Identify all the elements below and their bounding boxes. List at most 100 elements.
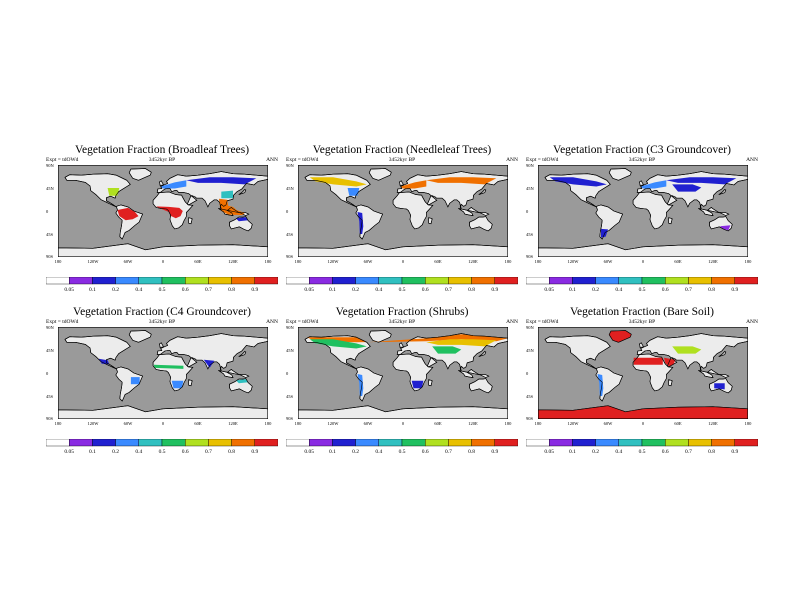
colorbar-swatch [448, 439, 472, 447]
vegetation-europe [640, 180, 667, 189]
coastline-greenland [608, 330, 632, 343]
colorbar-swatch [664, 439, 689, 447]
expt-label: Expt = tdOWd [286, 319, 319, 325]
coastline-britain [159, 342, 165, 348]
vegetation-canada [309, 339, 367, 349]
colorbar-swatch [734, 439, 758, 447]
colorbar-swatch [254, 439, 278, 447]
panel-title: Vegetation Fraction (Bare Soil) [569, 306, 715, 318]
colorbar-tick-label: 0.5 [399, 449, 406, 455]
vegetation-saustralia [720, 225, 731, 231]
colorbar-tick-label: 0.9 [251, 449, 258, 455]
world-map [58, 165, 268, 257]
time-label: 3452kyr BP [388, 319, 416, 325]
colorbar-swatch [595, 439, 619, 447]
x-tick-label: 180 [264, 259, 272, 264]
coastline-south-america [595, 366, 624, 402]
vegetation-greenland [609, 330, 632, 343]
vegetation-eastus [347, 188, 360, 196]
colorbar-tick-label: 0.5 [639, 287, 646, 293]
colorbar-tick-label: 0.1 [89, 449, 96, 455]
colorbar-swatch [92, 277, 116, 285]
x-tick-label: 60W [603, 421, 613, 426]
vegetation-amazon [117, 207, 139, 221]
colorbar: 0.05 0.1 0.2 0.4 0.5 0.6 0.7 0.8 0.9 [526, 439, 758, 455]
colorbar-tick-label: 0.8 [228, 287, 235, 293]
x-tick-label: 180 [54, 421, 62, 426]
x-tick-label: 120W [567, 421, 579, 426]
world-map [538, 165, 748, 257]
x-tick-label: 120W [87, 259, 99, 264]
colorbar-tick-label: 0.05 [304, 449, 314, 455]
vegetation-siberia [426, 177, 497, 185]
colorbar-tick-label: 0.5 [159, 449, 166, 455]
colorbar-tick-label: 0.4 [615, 287, 622, 293]
vegetation-sahel [153, 364, 184, 369]
y-tick-label: 90S [286, 416, 294, 421]
colorbar-swatch [494, 277, 518, 285]
colorbar-tick-label: 0.4 [615, 449, 622, 455]
x-tick-label: 120W [87, 421, 99, 426]
x-tick-label: 60W [123, 421, 133, 426]
time-label: 3452kyr BP [148, 157, 176, 163]
x-tick-label: 60E [194, 421, 202, 426]
colorbar-swatch [309, 277, 333, 285]
x-tick-label: 120E [468, 259, 478, 264]
x-tick-label: 180 [504, 259, 512, 264]
colorbar-swatch [309, 439, 333, 447]
colorbar-swatch [595, 277, 619, 285]
vegetation-siberia [426, 339, 497, 347]
x-tick-label: 180 [54, 259, 62, 264]
colorbar-tick-label: 0.9 [731, 449, 738, 455]
colorbar-swatch [526, 277, 550, 285]
x-tick-label: 120W [327, 421, 339, 426]
x-tick-label: 60E [434, 421, 442, 426]
x-tick-label: 60W [123, 259, 133, 264]
x-tick-label: 180 [534, 421, 542, 426]
panel-title: Vegetation Fraction (C4 Groundcover) [73, 306, 251, 318]
coastline-africa [632, 191, 674, 230]
coastline-australia [229, 216, 253, 232]
map-panel-c3: Vegetation Fraction (C3 Groundcover) Exp… [526, 143, 758, 323]
colorbar-swatch [46, 277, 70, 285]
y-tick-label: 0 [526, 209, 529, 214]
colorbar-tick-label: 0.9 [251, 287, 258, 293]
vegetation-centralasia [672, 184, 702, 192]
coastline-antarctica [58, 405, 268, 419]
coastline-north-america [64, 335, 131, 370]
coastline-japan [718, 351, 727, 357]
x-tick-label: 180 [744, 421, 752, 426]
map-frame [538, 165, 748, 257]
colorbar-tick-label: 0.6 [662, 449, 669, 455]
colorbar-swatch [526, 439, 550, 447]
coastline-australia [709, 216, 733, 232]
x-tick-label: 120E [708, 421, 718, 426]
colorbar-swatch [332, 277, 356, 285]
colorbar-swatch [378, 439, 403, 447]
colorbar-tick-label: 0.4 [135, 287, 142, 293]
expt-label: Expt = tdOWd [286, 157, 319, 163]
vegetation-canada [309, 177, 367, 187]
coastline-africa [392, 191, 434, 230]
colorbar-swatch [711, 277, 736, 285]
colorbar-tick-label: 0.1 [569, 287, 576, 293]
colorbar-swatch [46, 439, 70, 447]
coastline-north-america [304, 173, 371, 208]
coastline-south-america [595, 204, 624, 240]
coastline-britain [639, 180, 645, 186]
y-tick-label: 45N [46, 348, 54, 353]
y-tick-label: 45S [526, 232, 534, 237]
colorbar-swatch [69, 439, 93, 447]
colorbar-swatch [92, 439, 116, 447]
x-tick-label: 0 [161, 259, 165, 264]
map-frame [538, 327, 748, 419]
y-tick-label: 90N [526, 163, 534, 168]
y-tick-label: 45S [286, 232, 294, 237]
world-map [58, 327, 268, 419]
colorbar-swatch [641, 439, 666, 447]
x-tick-label: 180 [534, 259, 542, 264]
vegetation-europe [160, 180, 187, 189]
colorbar-tick-label: 0.5 [159, 287, 166, 293]
colorbar-tick-label: 0.8 [468, 449, 475, 455]
colorbar-swatch [355, 277, 379, 285]
